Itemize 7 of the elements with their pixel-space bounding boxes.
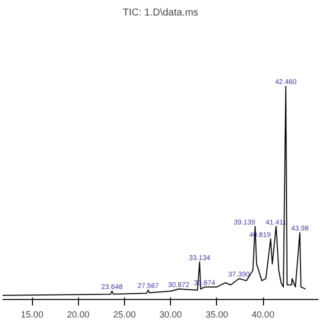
x-tick-label: 25.00 bbox=[113, 310, 136, 320]
chart-title: TIC: 1.D\data.ms bbox=[122, 8, 198, 18]
x-tick-label: 15.00 bbox=[20, 310, 44, 320]
x-tick-label: 30.00 bbox=[159, 310, 182, 320]
x-tick-label: 40.00 bbox=[252, 310, 274, 320]
x-tick-label: 20.00 bbox=[67, 310, 90, 320]
x-tick-label: 35.00 bbox=[206, 310, 228, 320]
